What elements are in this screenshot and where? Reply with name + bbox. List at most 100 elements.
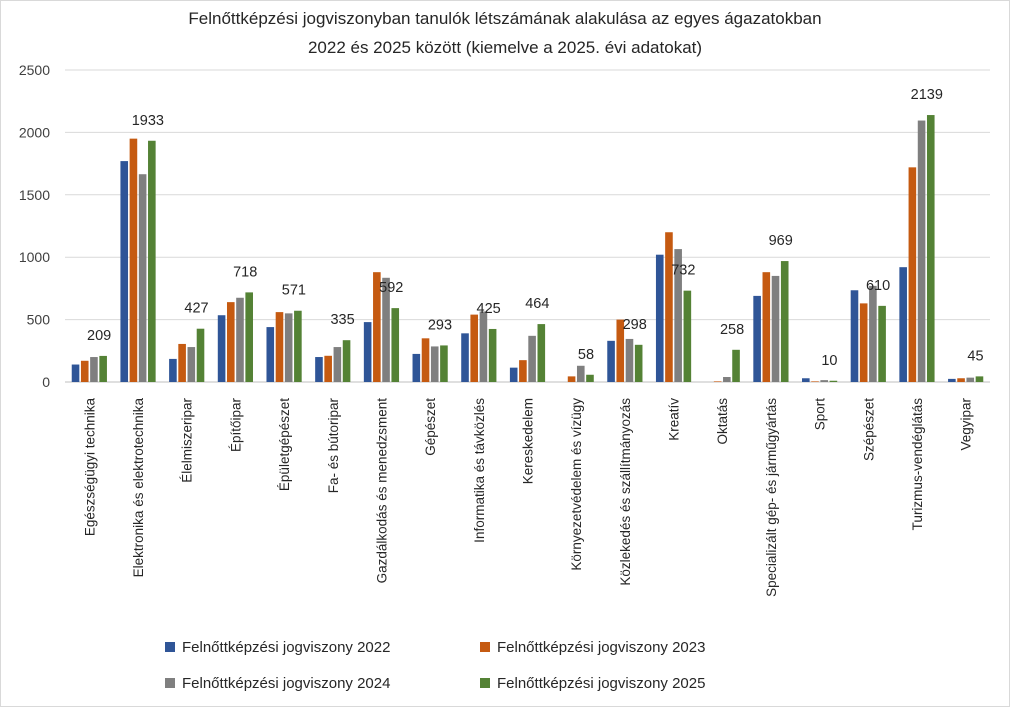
bar: [71, 364, 80, 382]
bar: [169, 358, 177, 382]
y-axis: 0 500 1000 1500 2000 2500: [19, 62, 50, 390]
bar: [723, 377, 731, 382]
bar: [811, 381, 819, 382]
bar: [324, 355, 332, 382]
data-label: 969: [769, 233, 793, 249]
legend-label: Felnőttképzési jogviszony 2024: [182, 675, 390, 692]
bar: [966, 377, 975, 382]
category-label: Élelmiszeripar: [180, 398, 195, 483]
data-label: 298: [623, 317, 647, 333]
data-labels: 209 1933 427 718 571 335 592 293 425 464 58 298 732 2…: [87, 87, 983, 369]
bar: [899, 267, 907, 382]
bar: [294, 310, 302, 382]
bar: [616, 319, 625, 382]
bar: [957, 378, 965, 382]
bar: [869, 285, 877, 382]
data-label: 45: [967, 348, 983, 364]
bar: [528, 335, 536, 382]
data-label: 592: [379, 280, 403, 296]
legend-label: Felnőttképzési jogviszony 2022: [182, 639, 390, 656]
y-tick-label: 2500: [19, 62, 50, 78]
chart-title: Felnőttképzési jogviszonyban tanulók lét…: [188, 9, 821, 57]
data-label: 425: [477, 301, 501, 317]
bar: [586, 374, 594, 382]
data-label: 718: [233, 264, 257, 280]
bar: [80, 360, 89, 382]
category-label: Informatika és távközlés: [472, 398, 487, 543]
bar: [275, 312, 284, 382]
bar: [655, 254, 664, 382]
bar: [363, 322, 372, 382]
category-label: Turizmus-vendéglátás: [910, 398, 925, 531]
bar: [519, 360, 527, 382]
bar: [148, 140, 156, 382]
bar: [850, 290, 859, 382]
bar: [537, 324, 546, 382]
category-label: Egészségügyi technika: [82, 398, 97, 537]
x-axis: Egészségügyi technika Elektronika és elek…: [82, 398, 973, 597]
data-label: 732: [671, 263, 695, 279]
bar: [926, 115, 935, 383]
bar: [315, 357, 323, 382]
bar: [440, 345, 448, 382]
category-label: Közlekedés és szállítmányozás: [618, 398, 633, 586]
bar: [576, 365, 585, 382]
bar: [859, 303, 868, 382]
bar: [217, 315, 226, 382]
data-label: 293: [428, 317, 452, 333]
bar: [382, 277, 390, 382]
bar: [178, 343, 186, 382]
y-tick-label: 500: [27, 312, 51, 328]
bar: [373, 272, 381, 382]
bar: [120, 161, 129, 382]
category-label: Épületgépészet: [277, 398, 292, 491]
category-label: Elektronika és elektrotechnika: [131, 398, 146, 578]
category-label: Vegyipar: [959, 398, 974, 451]
bar: [713, 381, 722, 382]
data-label: 258: [720, 322, 744, 338]
data-label: 2139: [911, 87, 943, 103]
bar: [187, 347, 196, 382]
data-label: 1933: [132, 113, 164, 129]
legend-swatch: [165, 678, 175, 688]
legend-swatch: [480, 678, 490, 688]
bar: [683, 290, 692, 382]
bar: [820, 380, 829, 382]
bar: [470, 314, 479, 382]
bar: [138, 174, 147, 382]
bar: [479, 311, 488, 382]
data-label: 610: [866, 278, 890, 294]
bar: [430, 346, 439, 382]
legend-item: Felnőttképzési jogviszony 2025: [480, 675, 705, 692]
bar: [226, 302, 235, 382]
legend-item: Felnőttképzési jogviszony 2024: [165, 675, 390, 692]
category-label: Fa- és bútoripar: [326, 398, 341, 494]
category-label: Kereskedelem: [521, 398, 536, 484]
bar: [780, 261, 789, 382]
bar: [607, 340, 615, 382]
y-tick-label: 0: [42, 374, 50, 390]
bar: [948, 378, 956, 382]
bar: [674, 249, 682, 382]
data-label: 335: [330, 312, 354, 328]
bar: [391, 308, 400, 382]
bar: [625, 338, 634, 382]
data-label: 58: [578, 347, 594, 363]
bar: [421, 338, 430, 382]
legend-label: Felnőttképzési jogviszony 2023: [497, 639, 705, 656]
bar: [829, 380, 838, 382]
legend-item: Felnőttképzési jogviszony 2022: [165, 639, 390, 656]
legend-swatch: [165, 642, 175, 652]
bar: [284, 313, 293, 382]
bar: [634, 344, 643, 382]
bar: [196, 328, 205, 382]
bar: [771, 275, 780, 382]
legend: Felnőttképzési jogviszony 2022 Felnőttkép…: [165, 639, 705, 692]
data-label: 571: [282, 283, 306, 299]
bar: [878, 305, 886, 382]
bar: [461, 333, 469, 382]
bar: [762, 272, 771, 382]
bar: [975, 376, 984, 382]
bar: [917, 120, 926, 382]
